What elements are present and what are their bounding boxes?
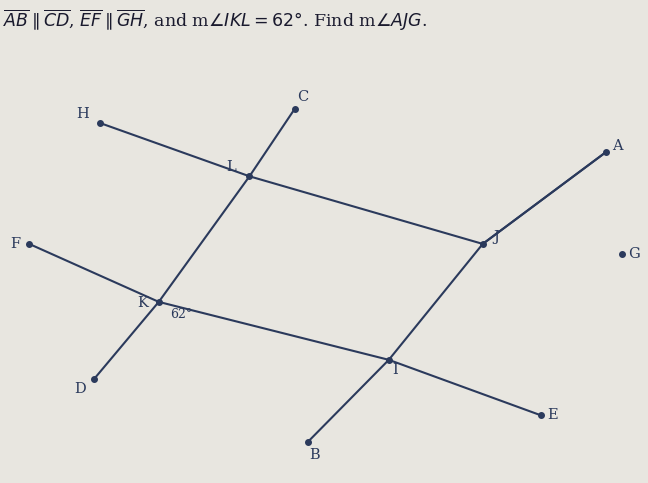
Text: H: H [76, 108, 89, 121]
Text: F: F [10, 237, 20, 251]
Text: I: I [393, 364, 398, 377]
Text: C: C [297, 90, 308, 103]
Text: $\overline{AB} \parallel \overline{CD}$, $\overline{EF} \parallel \overline{GH}$: $\overline{AB} \parallel \overline{CD}$,… [3, 7, 428, 32]
Text: A: A [612, 140, 623, 153]
Text: E: E [548, 409, 558, 422]
Text: K: K [138, 296, 148, 310]
Text: D: D [74, 382, 86, 396]
Text: G: G [628, 247, 640, 260]
Text: 62°: 62° [170, 309, 192, 321]
Text: B: B [309, 449, 319, 462]
Text: J: J [492, 230, 499, 243]
Text: L: L [226, 160, 237, 173]
